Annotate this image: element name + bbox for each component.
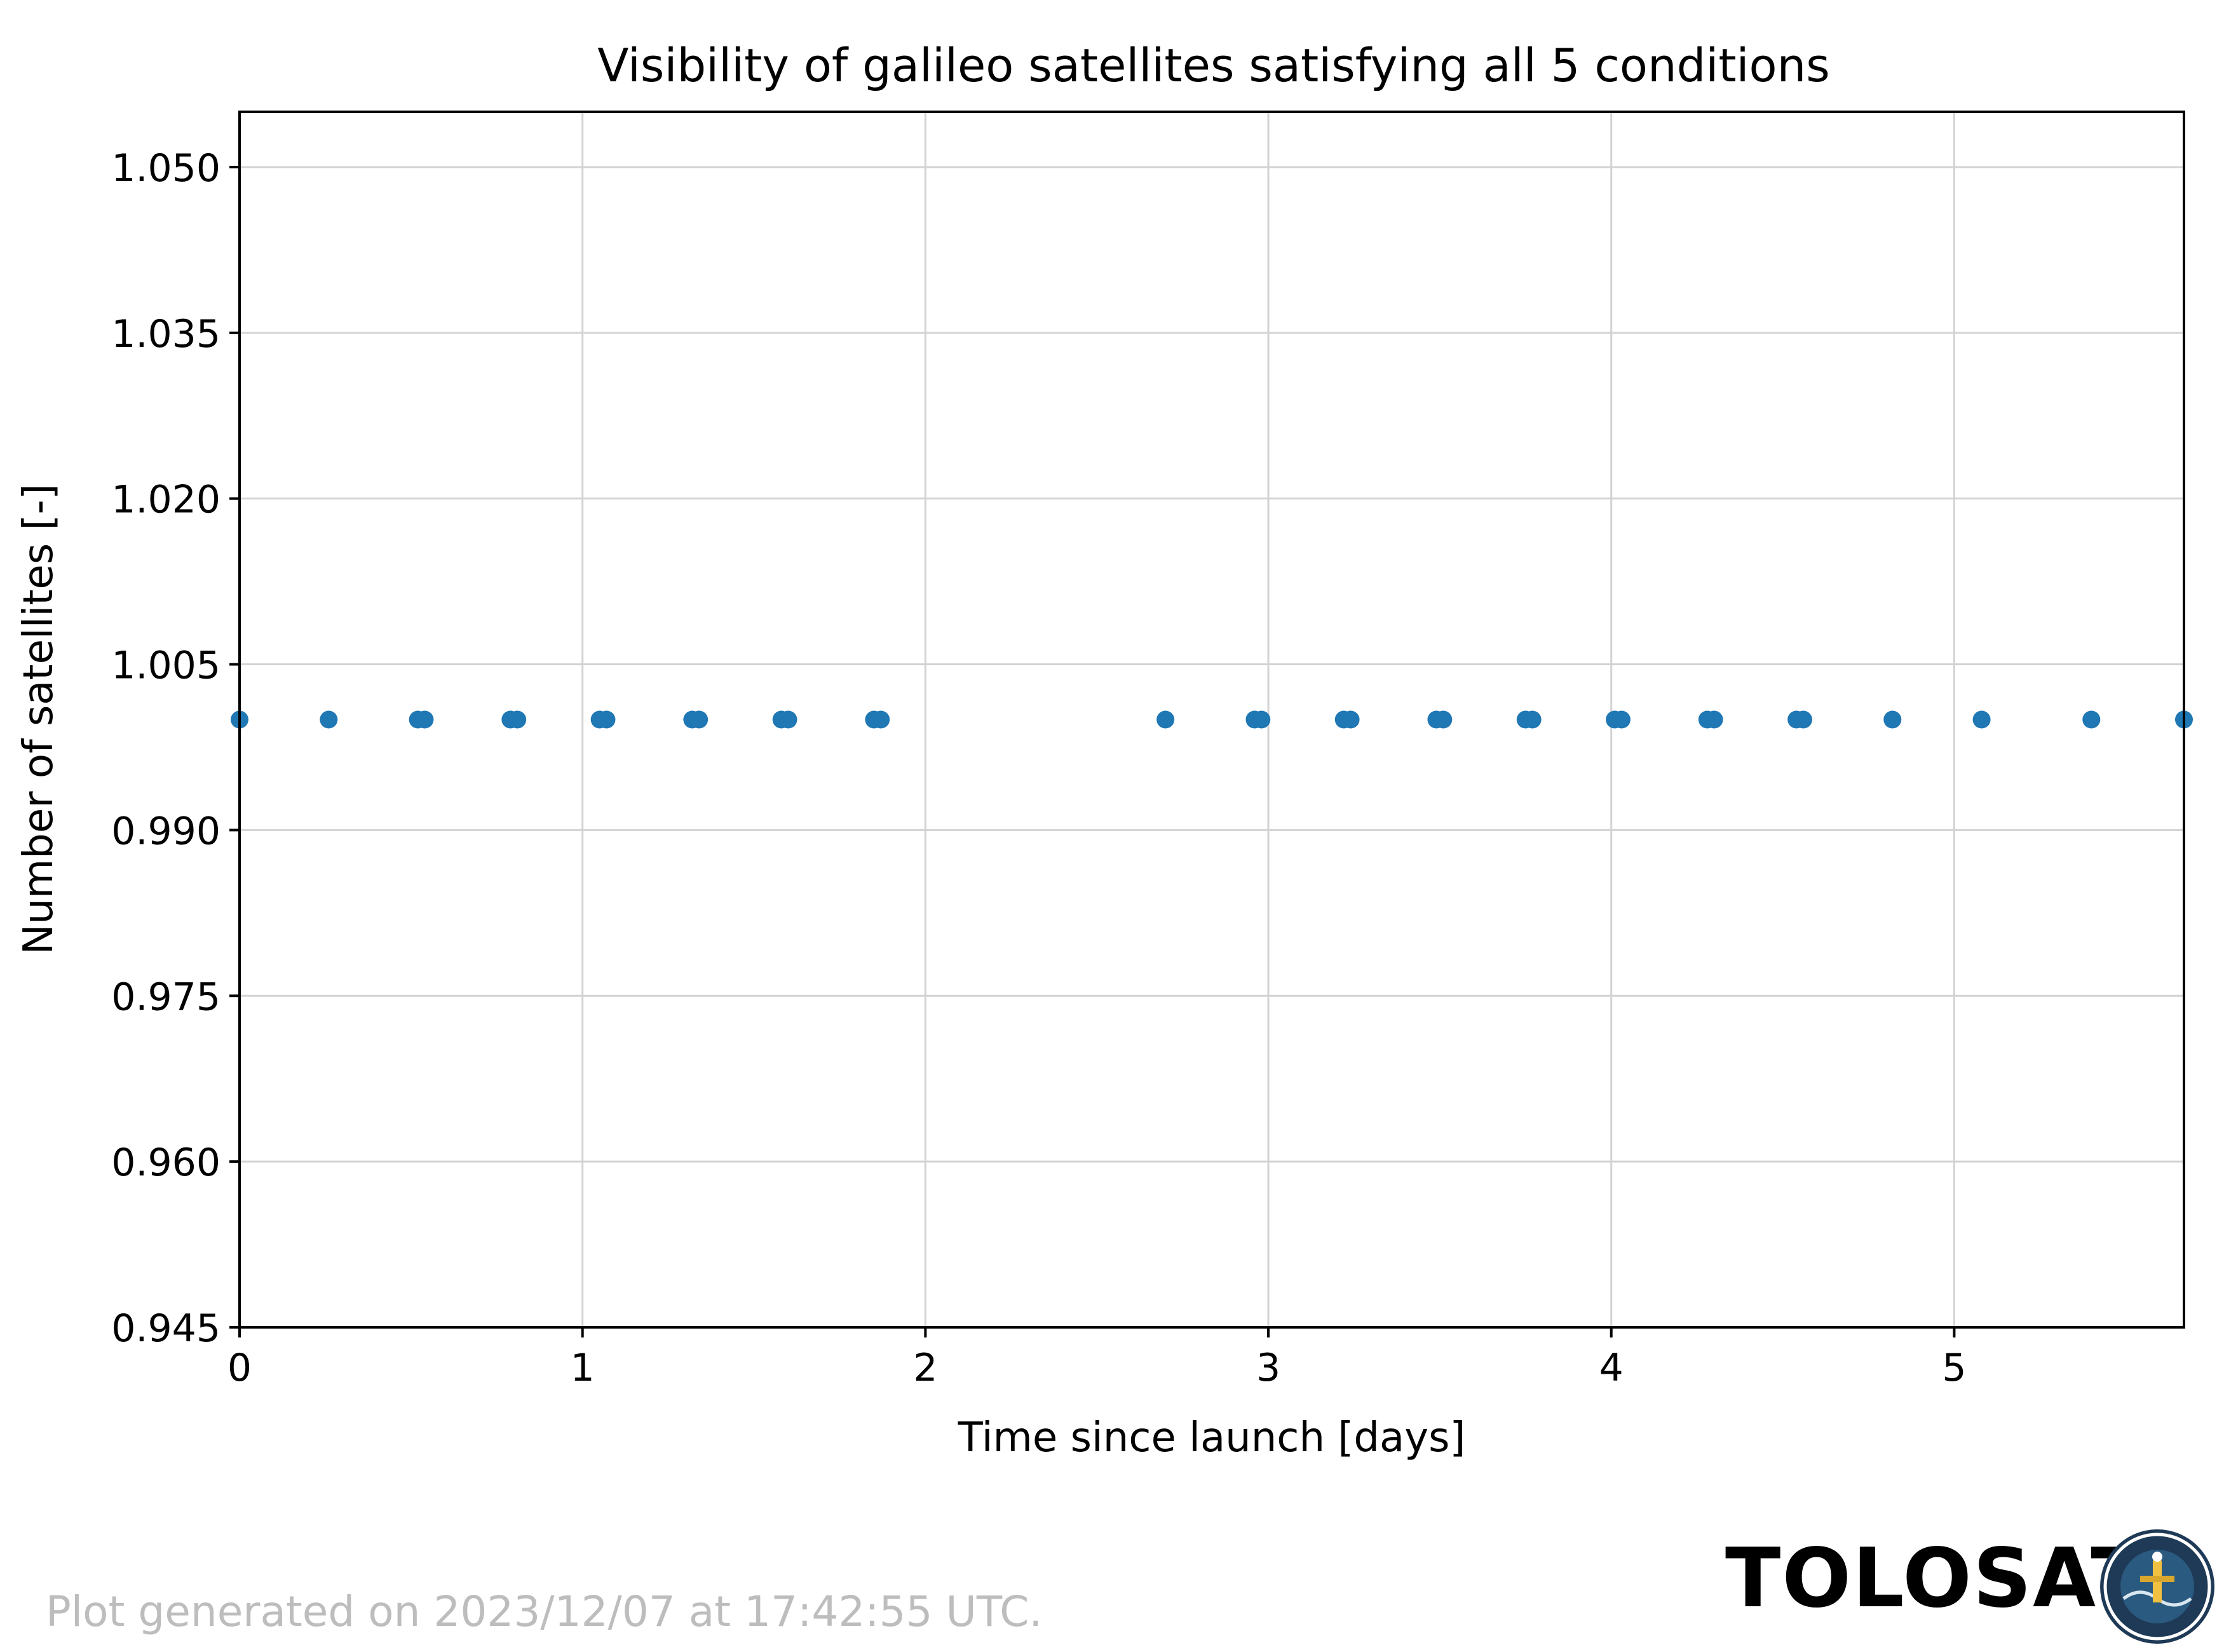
x-tick-label: 1	[571, 1346, 595, 1390]
y-axis-label: Number of satellites [-]	[15, 484, 62, 954]
data-point	[1341, 710, 1360, 729]
data-point	[1705, 710, 1723, 729]
data-point	[2082, 710, 2101, 729]
plot-frame	[238, 111, 2185, 1329]
data-point	[1612, 710, 1631, 729]
data-point	[1523, 710, 1542, 729]
y-tick-label: 0.990	[111, 809, 220, 853]
chart-title: Visibility of galileo satellites satisfy…	[597, 39, 1830, 92]
data-point	[690, 710, 709, 729]
x-tick-label: 2	[913, 1346, 937, 1390]
brand-wordmark: TOLOSAT	[1725, 1531, 2148, 1626]
data-point	[1156, 710, 1175, 729]
generated-timestamp: Plot generated on 2023/12/07 at 17:42:55…	[46, 1587, 1043, 1636]
x-tick-label: 3	[1256, 1346, 1280, 1390]
x-axis-label: Time since launch [days]	[958, 1414, 1466, 1461]
data-point	[597, 710, 616, 729]
y-tick-label: 0.975	[111, 975, 220, 1019]
data-point	[508, 710, 527, 729]
y-tick-label: 1.050	[111, 146, 220, 191]
data-point	[1252, 710, 1271, 729]
data-point	[872, 710, 890, 729]
tolosat-mission-badge-icon	[2100, 1529, 2214, 1644]
data-point	[320, 710, 338, 729]
y-axis-ticks: 0.945 0.960 0.975 0.990 1.005 1.020 1.035 1.050	[111, 146, 240, 1351]
data-point	[416, 710, 434, 729]
data-point	[1794, 710, 1812, 729]
y-tick-label: 0.960	[111, 1141, 220, 1185]
data-point	[1972, 710, 1991, 729]
y-tick-label: 1.035	[111, 312, 220, 356]
data-point	[1434, 710, 1453, 729]
y-tick-label: 0.945	[111, 1306, 220, 1351]
data-point	[1883, 710, 1902, 729]
x-tick-label: 0	[227, 1346, 252, 1390]
x-tick-label: 4	[1599, 1346, 1624, 1390]
x-tick-label: 5	[1942, 1346, 1966, 1390]
y-tick-label: 1.005	[111, 644, 220, 688]
data-point	[779, 710, 797, 729]
data-points	[231, 710, 2193, 729]
y-tick-label: 1.020	[111, 478, 220, 522]
x-axis-ticks: 0 1 2 3 4 5	[227, 1327, 1967, 1390]
